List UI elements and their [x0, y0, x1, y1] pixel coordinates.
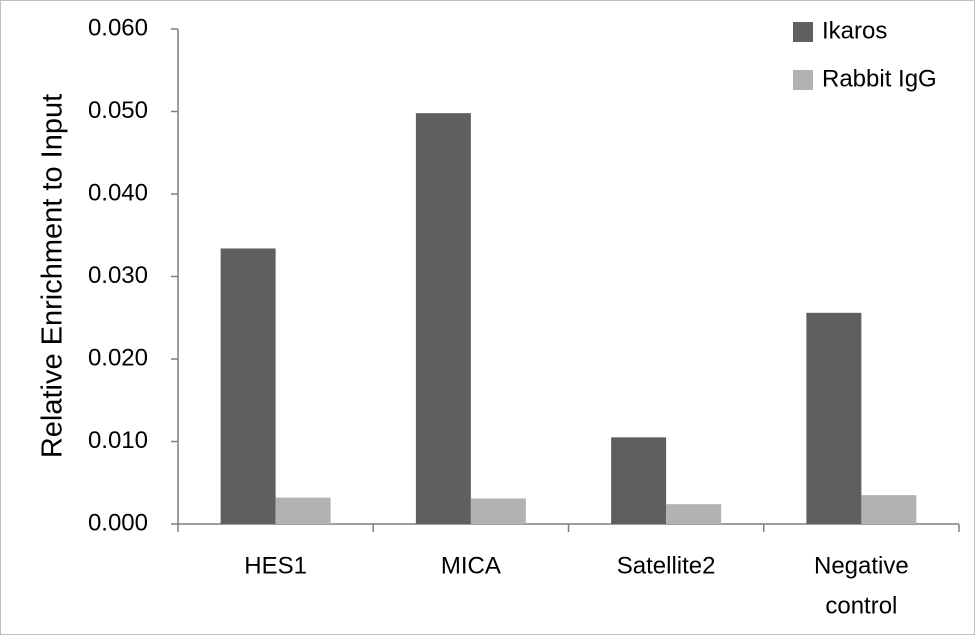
- x-tick-label: Satellite2: [617, 552, 716, 579]
- x-tick-label: HES1: [244, 552, 307, 579]
- bar-ikaros: [220, 248, 276, 524]
- legend: Ikaros Rabbit IgG: [793, 17, 937, 92]
- legend-swatch: [793, 70, 813, 90]
- x-tick-label: control: [825, 592, 897, 619]
- legend-label: Rabbit IgG: [822, 65, 937, 92]
- y-tick-label: 0.020: [88, 344, 148, 371]
- bar-rabbit-igg: [470, 498, 526, 524]
- bar-rabbit-igg: [666, 504, 722, 524]
- x-tick-label: MICA: [441, 552, 501, 579]
- y-tick-label: 0.040: [88, 179, 148, 206]
- bar-ikaros: [415, 113, 471, 525]
- plot-area: 0.000 0.010 0.020 0.030 0.040 0.050 0.060 HES1 M…: [88, 14, 960, 619]
- y-tick-label: 0.000: [88, 509, 148, 536]
- y-tick-label: 0.010: [88, 427, 148, 454]
- y-tick-label: 0.060: [88, 14, 148, 41]
- y-tick-label: 0.030: [88, 262, 148, 289]
- bar-rabbit-igg: [275, 497, 331, 524]
- y-axis-title: Relative Enrichment to Input: [37, 94, 69, 458]
- bar-ikaros: [611, 437, 667, 524]
- legend-label: Ikaros: [822, 17, 887, 44]
- legend-swatch: [793, 22, 813, 42]
- x-tick-label: Negative: [814, 552, 909, 579]
- bar-rabbit-igg: [861, 495, 917, 524]
- y-tick-label: 0.050: [88, 97, 148, 124]
- bar-ikaros: [806, 312, 862, 524]
